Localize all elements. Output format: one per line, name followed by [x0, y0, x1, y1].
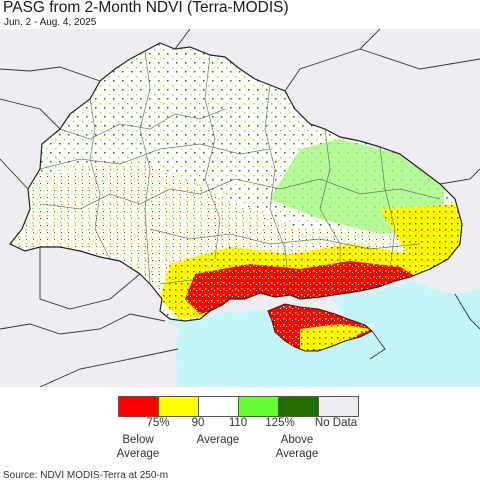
legend-tick-75: 75% — [146, 417, 170, 429]
legend-swatch-90-110 — [199, 397, 239, 416]
neighbour-borders — [0, 29, 480, 387]
legend-swatch-110-125 — [239, 397, 279, 416]
map-canvas — [0, 29, 480, 387]
legend-swatch-below-75 — [119, 397, 159, 416]
legend-swatch-above-125 — [279, 397, 319, 416]
legend-below-line2: Average — [116, 448, 160, 460]
legend-tick-110: 110 — [228, 417, 248, 429]
sea-of-azov — [330, 281, 430, 325]
source-note: Source: NDVI MODIS-Terra at 250-m — [3, 470, 169, 481]
map-title: PASG from 2-Month NDVI (Terra-MODIS) — [3, 0, 289, 16]
date-range: Jun. 2 - Aug. 4, 2025 — [4, 17, 97, 28]
oblast-boundaries — [39, 50, 441, 296]
black-sea — [165, 289, 480, 387]
ndvi-map — [0, 29, 480, 387]
legend-tick-no-data: No Data — [314, 417, 358, 429]
legend-bar — [118, 396, 359, 417]
legend-below-line1: Below — [122, 434, 154, 446]
legend-tick-125: 125% — [265, 417, 295, 429]
legend-category-above: Above Average — [276, 433, 319, 461]
legend-swatch-no-data — [319, 397, 358, 416]
legend-tick-90: 90 — [191, 417, 205, 429]
legend-above-line1: Above — [280, 434, 314, 446]
legend-above-line2: Average — [275, 448, 319, 460]
legend-category-average: Average — [196, 434, 240, 446]
legend-category-below: Below Average — [117, 433, 160, 461]
legend-swatch-75-90 — [159, 397, 199, 416]
anomaly-zones — [10, 139, 462, 319]
